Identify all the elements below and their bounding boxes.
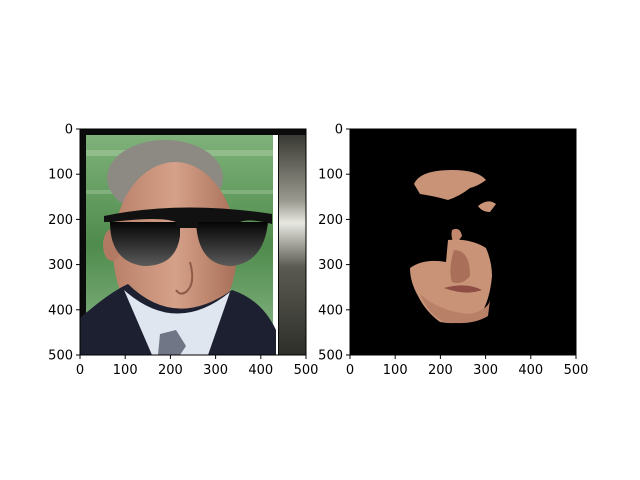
left-axes-frame xyxy=(79,128,307,356)
left-x-tick-label: 300 xyxy=(203,363,228,378)
right-y-tick-label: 100 xyxy=(318,168,343,183)
left-y-tick-label: 200 xyxy=(48,213,73,228)
right-x-tick-label: 300 xyxy=(473,363,498,378)
left-x-tick-label: 500 xyxy=(294,363,319,378)
right-x-tick-label: 400 xyxy=(518,363,543,378)
left-x-tick-label: 400 xyxy=(248,363,273,378)
right-y-tick-label: 300 xyxy=(318,258,343,273)
right-x-tick-label: 100 xyxy=(383,363,408,378)
right-y-tick-label: 500 xyxy=(318,349,343,364)
right-y-tick-label: 200 xyxy=(318,213,343,228)
right-axes-frame xyxy=(349,128,577,356)
left-y-tick-label: 0 xyxy=(65,123,73,138)
left-y-tick-label: 400 xyxy=(48,303,73,318)
right-x-tick-label: 500 xyxy=(564,363,589,378)
right-y-tick-label: 400 xyxy=(318,303,343,318)
left-x-tick-label: 200 xyxy=(158,363,183,378)
left-y-tick-label: 100 xyxy=(48,168,73,183)
left-x-tick-label: 0 xyxy=(76,363,84,378)
mask-image xyxy=(350,129,576,355)
left-y-tick-label: 500 xyxy=(48,349,73,364)
portrait-image xyxy=(80,129,306,355)
right-y-tick-label: 0 xyxy=(335,123,343,138)
left-y-tick-label: 300 xyxy=(48,258,73,273)
left-x-tick-label: 100 xyxy=(113,363,138,378)
right-x-tick-label: 200 xyxy=(428,363,453,378)
right-x-tick-label: 0 xyxy=(346,363,354,378)
